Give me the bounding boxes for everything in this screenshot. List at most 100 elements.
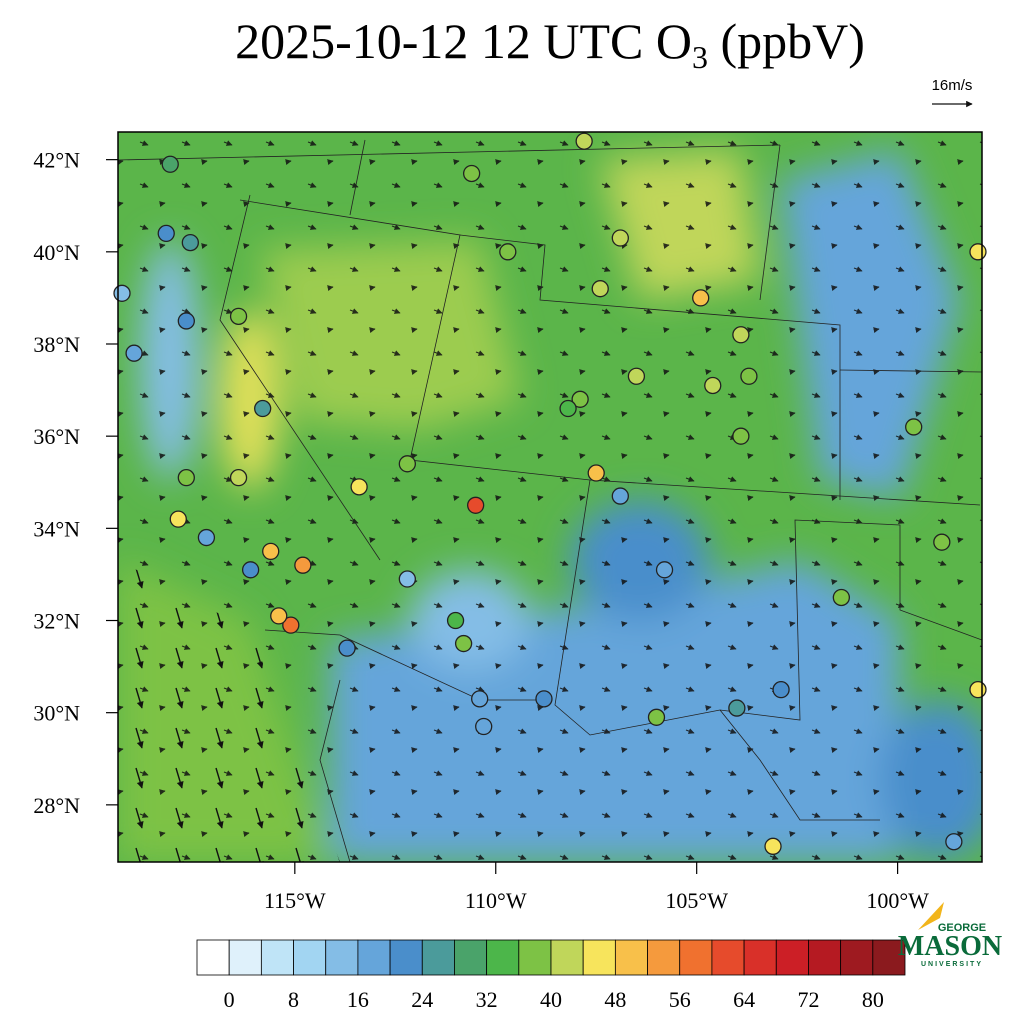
station	[587, 464, 605, 482]
colorbar-box	[808, 939, 842, 976]
y-tick-label: 34°N	[33, 516, 80, 541]
station	[270, 607, 288, 625]
colorbar-box	[872, 939, 906, 976]
colorbar-box	[614, 939, 648, 976]
x-tick-label: 110°W	[465, 888, 527, 913]
map-field	[118, 132, 982, 862]
map-frame	[117, 131, 983, 863]
y-tick-label: 28°N	[33, 793, 80, 818]
station	[832, 588, 850, 607]
x-tick-label: 100°W	[866, 888, 929, 913]
colorbar-box	[196, 939, 230, 976]
station	[575, 132, 593, 150]
x-tick-label: 115°W	[264, 888, 326, 913]
station	[728, 699, 746, 717]
station	[732, 326, 750, 344]
station	[462, 164, 481, 183]
logo: GEORGE MASON UNIVERSITY	[898, 902, 1002, 968]
colorbar-box	[357, 939, 391, 976]
station	[181, 233, 199, 252]
station	[467, 496, 485, 514]
colorbar-tick-label: 72	[797, 987, 819, 1012]
station	[398, 570, 416, 588]
colorbar-tick-label: 16	[347, 987, 369, 1012]
station	[535, 690, 553, 708]
colorbar-box	[840, 939, 874, 976]
station	[611, 487, 629, 505]
station	[338, 639, 356, 657]
station	[591, 280, 609, 298]
logo-top: GEORGE	[938, 922, 986, 934]
station	[499, 243, 517, 261]
station	[229, 307, 248, 325]
station	[732, 427, 750, 445]
colorbar-box	[518, 939, 552, 976]
station	[933, 533, 951, 551]
station	[772, 680, 790, 699]
station	[294, 556, 312, 574]
station	[262, 542, 280, 561]
station	[571, 390, 589, 408]
station	[157, 224, 175, 243]
colorbar-tick-label: 32	[476, 987, 498, 1012]
logo-main: MASON	[898, 931, 1002, 962]
colorbar-tick-label: 8	[288, 987, 299, 1012]
colorbar-box	[325, 939, 359, 976]
station	[169, 510, 187, 528]
colorbar-tick-label: 24	[411, 987, 433, 1012]
station	[627, 367, 646, 385]
colorbar-box	[679, 939, 713, 976]
station	[969, 243, 987, 261]
colorbar-box	[582, 939, 616, 976]
station	[945, 833, 963, 851]
stations	[113, 132, 987, 855]
station	[254, 399, 272, 418]
colorbar-box	[421, 939, 455, 976]
colorbar-box	[550, 939, 584, 976]
station	[471, 690, 489, 708]
colorbar-box	[743, 939, 777, 976]
colorbar-box	[260, 939, 294, 976]
colorbar-tick-label: 0	[224, 987, 235, 1012]
station	[177, 312, 195, 330]
station	[647, 708, 666, 726]
colorbar-box	[711, 939, 745, 976]
station	[197, 528, 216, 547]
logo-bottom: UNIVERSITY	[921, 961, 983, 968]
y-tick-label: 32°N	[33, 609, 80, 634]
station	[446, 611, 465, 630]
station	[611, 229, 629, 247]
station	[655, 561, 674, 579]
station	[692, 289, 710, 307]
title: 2025-10-12 12 UTC O3 (ppbV)	[235, 13, 865, 75]
station	[398, 455, 416, 473]
colorbar-box	[389, 939, 423, 976]
colorbar-box	[293, 939, 327, 976]
y-tick-label: 30°N	[33, 701, 80, 726]
station	[229, 468, 248, 487]
colorbar-box	[454, 939, 488, 976]
colorbar-tick-label: 48	[604, 987, 626, 1012]
colorbar-tick-label: 40	[540, 987, 562, 1012]
colorbar-tick-label: 64	[733, 987, 755, 1012]
station	[740, 367, 758, 385]
x-tick-label: 105°W	[665, 888, 728, 913]
station	[282, 616, 300, 634]
y-tick-label: 40°N	[33, 240, 80, 265]
station	[475, 717, 493, 736]
station	[454, 634, 473, 653]
y-tick-label: 36°N	[33, 424, 80, 449]
station	[764, 837, 782, 855]
station	[350, 478, 368, 496]
colorbar-box	[647, 939, 681, 976]
station	[125, 344, 143, 362]
y-tick-label: 42°N	[33, 148, 80, 173]
y-tick-label: 38°N	[33, 332, 80, 357]
colorbar-box	[228, 939, 262, 976]
station	[905, 418, 923, 436]
station	[969, 680, 987, 699]
station	[161, 155, 179, 173]
wind-reference-label: 16m/s	[932, 77, 973, 94]
station	[704, 376, 722, 395]
